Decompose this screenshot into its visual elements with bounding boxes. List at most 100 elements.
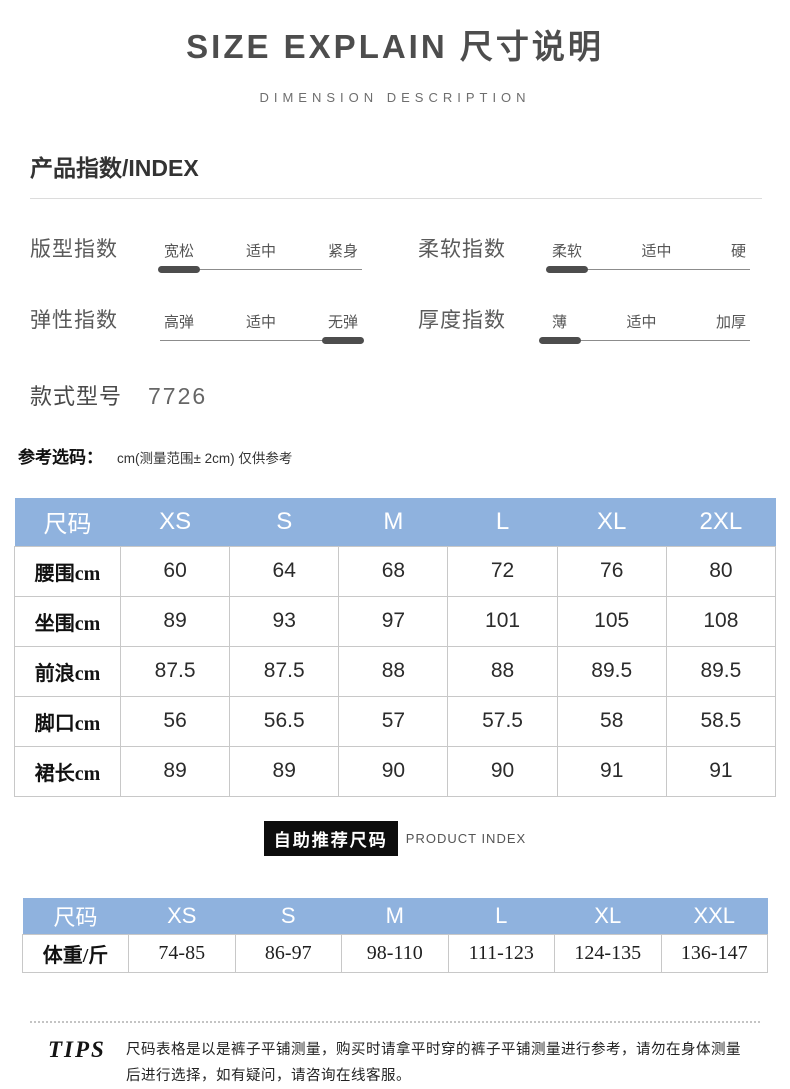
reference-note-row: 参考选码： cm(测量范围± 2cm) 仅供参考 bbox=[18, 443, 760, 468]
table-cell: 89 bbox=[119, 595, 231, 647]
size-table-header: 2XL bbox=[666, 498, 776, 546]
table-cell: 56.5 bbox=[229, 695, 340, 747]
index-label: 弹性指数 bbox=[30, 309, 118, 332]
recommend-badge-suffix: PRODUCT INDEX bbox=[405, 830, 527, 846]
table-cell: 105 bbox=[556, 595, 667, 647]
option-text: 适中 bbox=[245, 243, 276, 260]
title-block: SIZE EXPLAIN 尺寸说明 DIMENSION DESCRIPTION bbox=[0, 0, 790, 105]
size-table-header-row: 尺码 XS S M L XL 2XL bbox=[14, 498, 776, 546]
table-cell: 64 bbox=[229, 545, 340, 597]
weight-table-header: M bbox=[341, 897, 448, 935]
reference-label: 参考选码： bbox=[18, 448, 103, 467]
table-cell: 86-97 bbox=[234, 934, 342, 973]
index-row-thickness: 厚度指数 薄 适中 加厚 bbox=[418, 304, 750, 344]
row-label: 坐围cm bbox=[14, 595, 121, 647]
table-cell: 89.5 bbox=[665, 645, 777, 697]
weight-table-header: 尺码 bbox=[22, 897, 129, 935]
row-label: 脚口cm bbox=[14, 695, 121, 747]
page-title: SIZE EXPLAIN 尺寸说明 bbox=[186, 28, 604, 65]
index-row-softness: 柔软指数 柔软 适中 硬 bbox=[418, 233, 750, 273]
table-cell: 87.5 bbox=[229, 645, 340, 697]
tips-section: TIPS 尺码表格是以是裤子平铺测量，购买时请拿平时穿的裤子平铺测量进行参考，请… bbox=[30, 1021, 760, 1089]
table-cell: 111-123 bbox=[447, 934, 555, 973]
size-table-header: XS bbox=[120, 498, 230, 546]
table-cell: 87.5 bbox=[119, 645, 231, 697]
table-cell: 57 bbox=[338, 695, 449, 747]
table-cell: 57.5 bbox=[447, 695, 558, 747]
weight-table-header: XL bbox=[554, 897, 661, 935]
size-table: 尺码 XS S M L XL 2XL 腰围cm 60 64 68 72 76 8… bbox=[14, 498, 777, 797]
product-index-grid: 版型指数 宽松 适中 紧身 柔软指数 柔软 适中 硬 弹性指数 高弹 适中 无弹 bbox=[30, 233, 750, 344]
index-option: 无弹 bbox=[321, 311, 364, 344]
table-row-skirt-length: 裙长cm 89 89 90 90 91 91 bbox=[14, 745, 777, 797]
size-table-header: S bbox=[229, 498, 339, 546]
tips-text: 尺码表格是以是裤子平铺测量，购买时请拿平时穿的裤子平铺测量进行参考，请勿在身体测… bbox=[126, 1042, 741, 1085]
size-table-header: XL bbox=[557, 498, 667, 546]
table-cell: 93 bbox=[229, 595, 340, 647]
table-cell: 56 bbox=[119, 695, 231, 747]
table-cell: 60 bbox=[119, 545, 231, 597]
table-cell: 101 bbox=[447, 595, 558, 647]
index-label: 厚度指数 bbox=[418, 309, 506, 332]
row-label: 腰围cm bbox=[14, 545, 121, 597]
row-label: 裙长cm bbox=[14, 745, 121, 797]
index-option: 高弹 bbox=[164, 311, 194, 332]
table-cell: 97 bbox=[338, 595, 449, 647]
table-row-weight: 体重/斤 74-85 86-97 98-110 111-123 124-135 … bbox=[22, 934, 768, 973]
table-row-hip: 坐围cm 89 93 97 101 105 108 bbox=[14, 595, 777, 647]
reference-note: cm(测量范围± 2cm) 仅供参考 bbox=[117, 451, 293, 466]
option-text: 加厚 bbox=[715, 314, 746, 331]
model-label: 款式型号 bbox=[30, 384, 123, 409]
weight-table-header: XXL bbox=[661, 897, 768, 935]
weight-table-header: L bbox=[448, 897, 555, 935]
option-text: 紧身 bbox=[327, 243, 358, 260]
index-row-fit: 版型指数 宽松 适中 紧身 bbox=[30, 233, 362, 273]
index-option: 加厚 bbox=[716, 311, 746, 332]
index-option: 适中 bbox=[641, 240, 671, 261]
index-option: 紧身 bbox=[328, 240, 358, 261]
table-cell: 90 bbox=[447, 745, 558, 797]
size-table-header: 尺码 bbox=[14, 498, 121, 546]
tips-label: TIPS bbox=[48, 1037, 106, 1062]
weight-table: 尺码 XS S M L XL XXL 体重/斤 74-85 86-97 98-1… bbox=[22, 897, 768, 973]
table-cell: 76 bbox=[556, 545, 667, 597]
recommend-badge: 自助推荐尺码 bbox=[263, 820, 398, 856]
table-cell: 74-85 bbox=[128, 934, 236, 973]
weight-table-header: XS bbox=[128, 897, 235, 935]
weight-table-header: S bbox=[235, 897, 342, 935]
table-row-front-rise: 前浪cm 87.5 87.5 88 88 89.5 89.5 bbox=[14, 645, 777, 697]
option-text: 高弹 bbox=[164, 314, 195, 331]
index-option: 宽松 bbox=[158, 240, 200, 273]
table-cell: 91 bbox=[556, 745, 667, 797]
model-value: 7726 bbox=[148, 383, 208, 409]
index-row-elasticity: 弹性指数 高弹 适中 无弹 bbox=[30, 304, 364, 344]
index-options-scale: 宽松 适中 紧身 bbox=[158, 240, 362, 273]
weight-table-header-row: 尺码 XS S M L XL XXL bbox=[22, 897, 768, 935]
table-cell: 80 bbox=[665, 545, 777, 597]
option-text: 适中 bbox=[245, 314, 276, 331]
table-cell: 68 bbox=[338, 545, 449, 597]
selected-marker bbox=[546, 266, 588, 273]
table-cell: 72 bbox=[447, 545, 558, 597]
table-cell: 108 bbox=[665, 595, 777, 647]
row-label: 前浪cm bbox=[14, 645, 121, 697]
table-cell: 91 bbox=[665, 745, 777, 797]
index-section-heading: 产品指数/INDEX bbox=[30, 149, 762, 199]
table-cell: 58.5 bbox=[665, 695, 777, 747]
index-label: 柔软指数 bbox=[418, 238, 506, 261]
size-table-header: M bbox=[338, 498, 448, 546]
index-label: 版型指数 bbox=[30, 238, 118, 261]
option-text: 无弹 bbox=[327, 314, 358, 331]
index-options-scale: 高弹 适中 无弹 bbox=[160, 311, 364, 344]
selected-marker bbox=[321, 337, 364, 344]
table-cell: 58 bbox=[556, 695, 667, 747]
table-cell: 89.5 bbox=[556, 645, 667, 697]
table-cell: 136-147 bbox=[660, 934, 768, 973]
table-cell: 124-135 bbox=[554, 934, 662, 973]
index-options-scale: 柔软 适中 硬 bbox=[546, 240, 750, 273]
table-row-waist: 腰围cm 60 64 68 72 76 80 bbox=[14, 545, 777, 597]
index-option: 适中 bbox=[246, 311, 276, 332]
row-label: 体重/斤 bbox=[22, 934, 129, 973]
option-text: 薄 bbox=[552, 314, 568, 331]
